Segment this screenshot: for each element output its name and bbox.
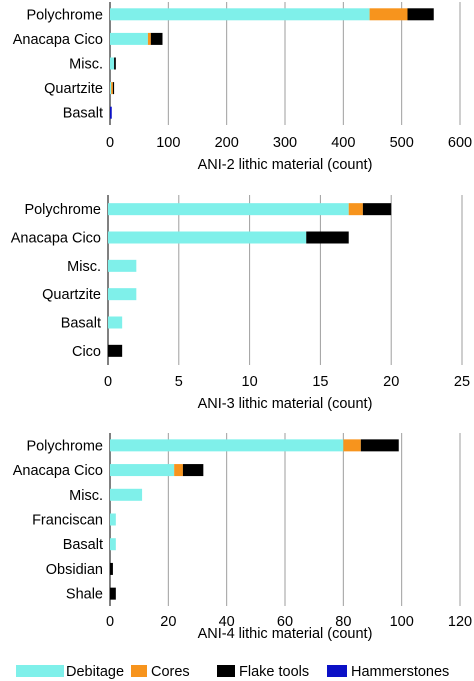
bar-debitage-basalt — [110, 538, 116, 551]
legend: Debitage Cores Flake tools Hammerstones — [16, 664, 449, 680]
bar-cores-anacapa-cico — [147, 32, 151, 45]
x-tick-label: 120 — [448, 614, 472, 630]
bar-flake-tools-polychrome — [362, 203, 392, 216]
legend-item-cores: Cores — [131, 664, 190, 680]
category-label: Anacapa Cico — [11, 231, 101, 247]
x-tick-label: 600 — [448, 135, 472, 151]
category-label: Polychrome — [26, 438, 103, 454]
category-label: Misc. — [67, 259, 101, 275]
x-tick-label: 0 — [106, 135, 114, 151]
category-label: Obsidian — [46, 562, 103, 578]
category-label: Misc. — [69, 57, 103, 73]
category-label: Anacapa Cico — [13, 463, 103, 479]
x-tick-label: 5 — [175, 374, 183, 390]
legend-item-flake-tools: Flake tools — [217, 664, 309, 680]
legend-label: Hammerstones — [351, 664, 449, 680]
x-tick-label: 300 — [273, 135, 297, 151]
bar-hammerstones-basalt — [110, 106, 112, 119]
category-label: Quartzite — [44, 81, 103, 97]
category-label: Misc. — [69, 488, 103, 504]
bar-flake-tools-polychrome — [407, 8, 434, 21]
bar-debitage-misc — [108, 259, 137, 272]
bar-debitage-franciscan — [110, 513, 116, 526]
bar-flake-tools-misc — [114, 57, 116, 70]
bar-debitage-anacapa-cico — [108, 231, 307, 244]
bar-flake-tools-anacapa-cico — [182, 464, 204, 477]
legend-swatch-flake-tools — [217, 665, 235, 677]
bar-flake-tools-cico — [108, 344, 123, 357]
x-axis-label: ANI-3 lithic material (count) — [198, 396, 373, 412]
bar-debitage-quartzite — [110, 82, 112, 95]
x-tick-label: 20 — [383, 374, 399, 390]
bar-flake-tools-polychrome — [360, 439, 399, 452]
category-label: Cico — [72, 344, 101, 360]
bar-flake-tools-quartzite — [112, 82, 115, 95]
bar-debitage-polychrome — [110, 8, 370, 21]
bar-flake-tools-anacapa-cico — [306, 231, 349, 244]
x-tick-label: 10 — [242, 374, 258, 390]
x-axis-label: ANI-4 lithic material (count) — [198, 626, 373, 642]
bar-debitage-misc — [110, 488, 143, 501]
bar-cores-polychrome — [369, 8, 408, 21]
bar-debitage-polychrome — [108, 203, 349, 216]
x-tick-label: 200 — [215, 135, 239, 151]
bar-cores-anacapa-cico — [174, 464, 183, 477]
x-tick-label: 15 — [312, 374, 328, 390]
x-axis-label: ANI-2 lithic material (count) — [198, 157, 373, 173]
x-tick-label: 100 — [390, 614, 414, 630]
legend-swatch-debitage — [16, 665, 64, 677]
category-label: Basalt — [63, 106, 103, 122]
legend-item-hammerstones: Hammerstones — [327, 664, 449, 680]
x-tick-label: 60 — [277, 614, 293, 630]
x-tick-label: 40 — [219, 614, 235, 630]
bar-flake-tools-shale — [110, 587, 116, 600]
bar-debitage-basalt — [108, 316, 123, 329]
x-tick-label: 80 — [335, 614, 351, 630]
legend-label: Cores — [151, 664, 190, 680]
x-tick-label: 500 — [390, 135, 414, 151]
legend-swatch-hammerstones — [327, 665, 347, 677]
x-tick-label: 400 — [331, 135, 355, 151]
category-label: Polychrome — [24, 202, 101, 218]
chart-panel-3: 0 20 40 60 80 100 120 Polychrome Anacapa Cico Mis… — [13, 433, 472, 642]
bar-flake-tools-obsidian — [110, 562, 113, 575]
x-tick-label: 25 — [454, 374, 470, 390]
category-label: Franciscan — [32, 513, 103, 529]
bar-debitage-quartzite — [108, 288, 137, 301]
bar-debitage-misc — [110, 57, 115, 70]
legend-label: Flake tools — [239, 664, 309, 680]
bar-debitage-polychrome — [110, 439, 344, 452]
x-tick-label: 0 — [106, 614, 114, 630]
bar-cores-polychrome — [343, 439, 361, 452]
chart-panel-2: 0 5 10 15 20 25 Polychrome Anacapa Cico Misc. Qua… — [11, 195, 470, 412]
bar-debitage-anacapa-cico — [110, 32, 148, 45]
x-tick-label: 20 — [160, 614, 176, 630]
x-tick-label: 100 — [156, 135, 180, 151]
bar-cores-polychrome — [348, 203, 363, 216]
legend-label: Debitage — [66, 664, 124, 680]
legend-swatch-cores — [131, 665, 147, 677]
category-label: Shale — [66, 587, 103, 603]
category-label: Basalt — [61, 316, 101, 332]
x-tick-label: 0 — [104, 374, 112, 390]
bar-flake-tools-anacapa-cico — [150, 32, 163, 45]
bar-cores-quartzite — [111, 82, 113, 95]
category-label: Polychrome — [26, 7, 103, 23]
bar-debitage-anacapa-cico — [110, 464, 175, 477]
category-label: Anacapa Cico — [13, 32, 103, 48]
category-label: Basalt — [63, 537, 103, 553]
legend-item-debitage: Debitage — [16, 664, 124, 680]
category-label: Quartzite — [42, 287, 101, 303]
chart-panel-1: 0 100 200 300 400 500 600 Polychrome Anacapa Cic… — [13, 2, 472, 173]
